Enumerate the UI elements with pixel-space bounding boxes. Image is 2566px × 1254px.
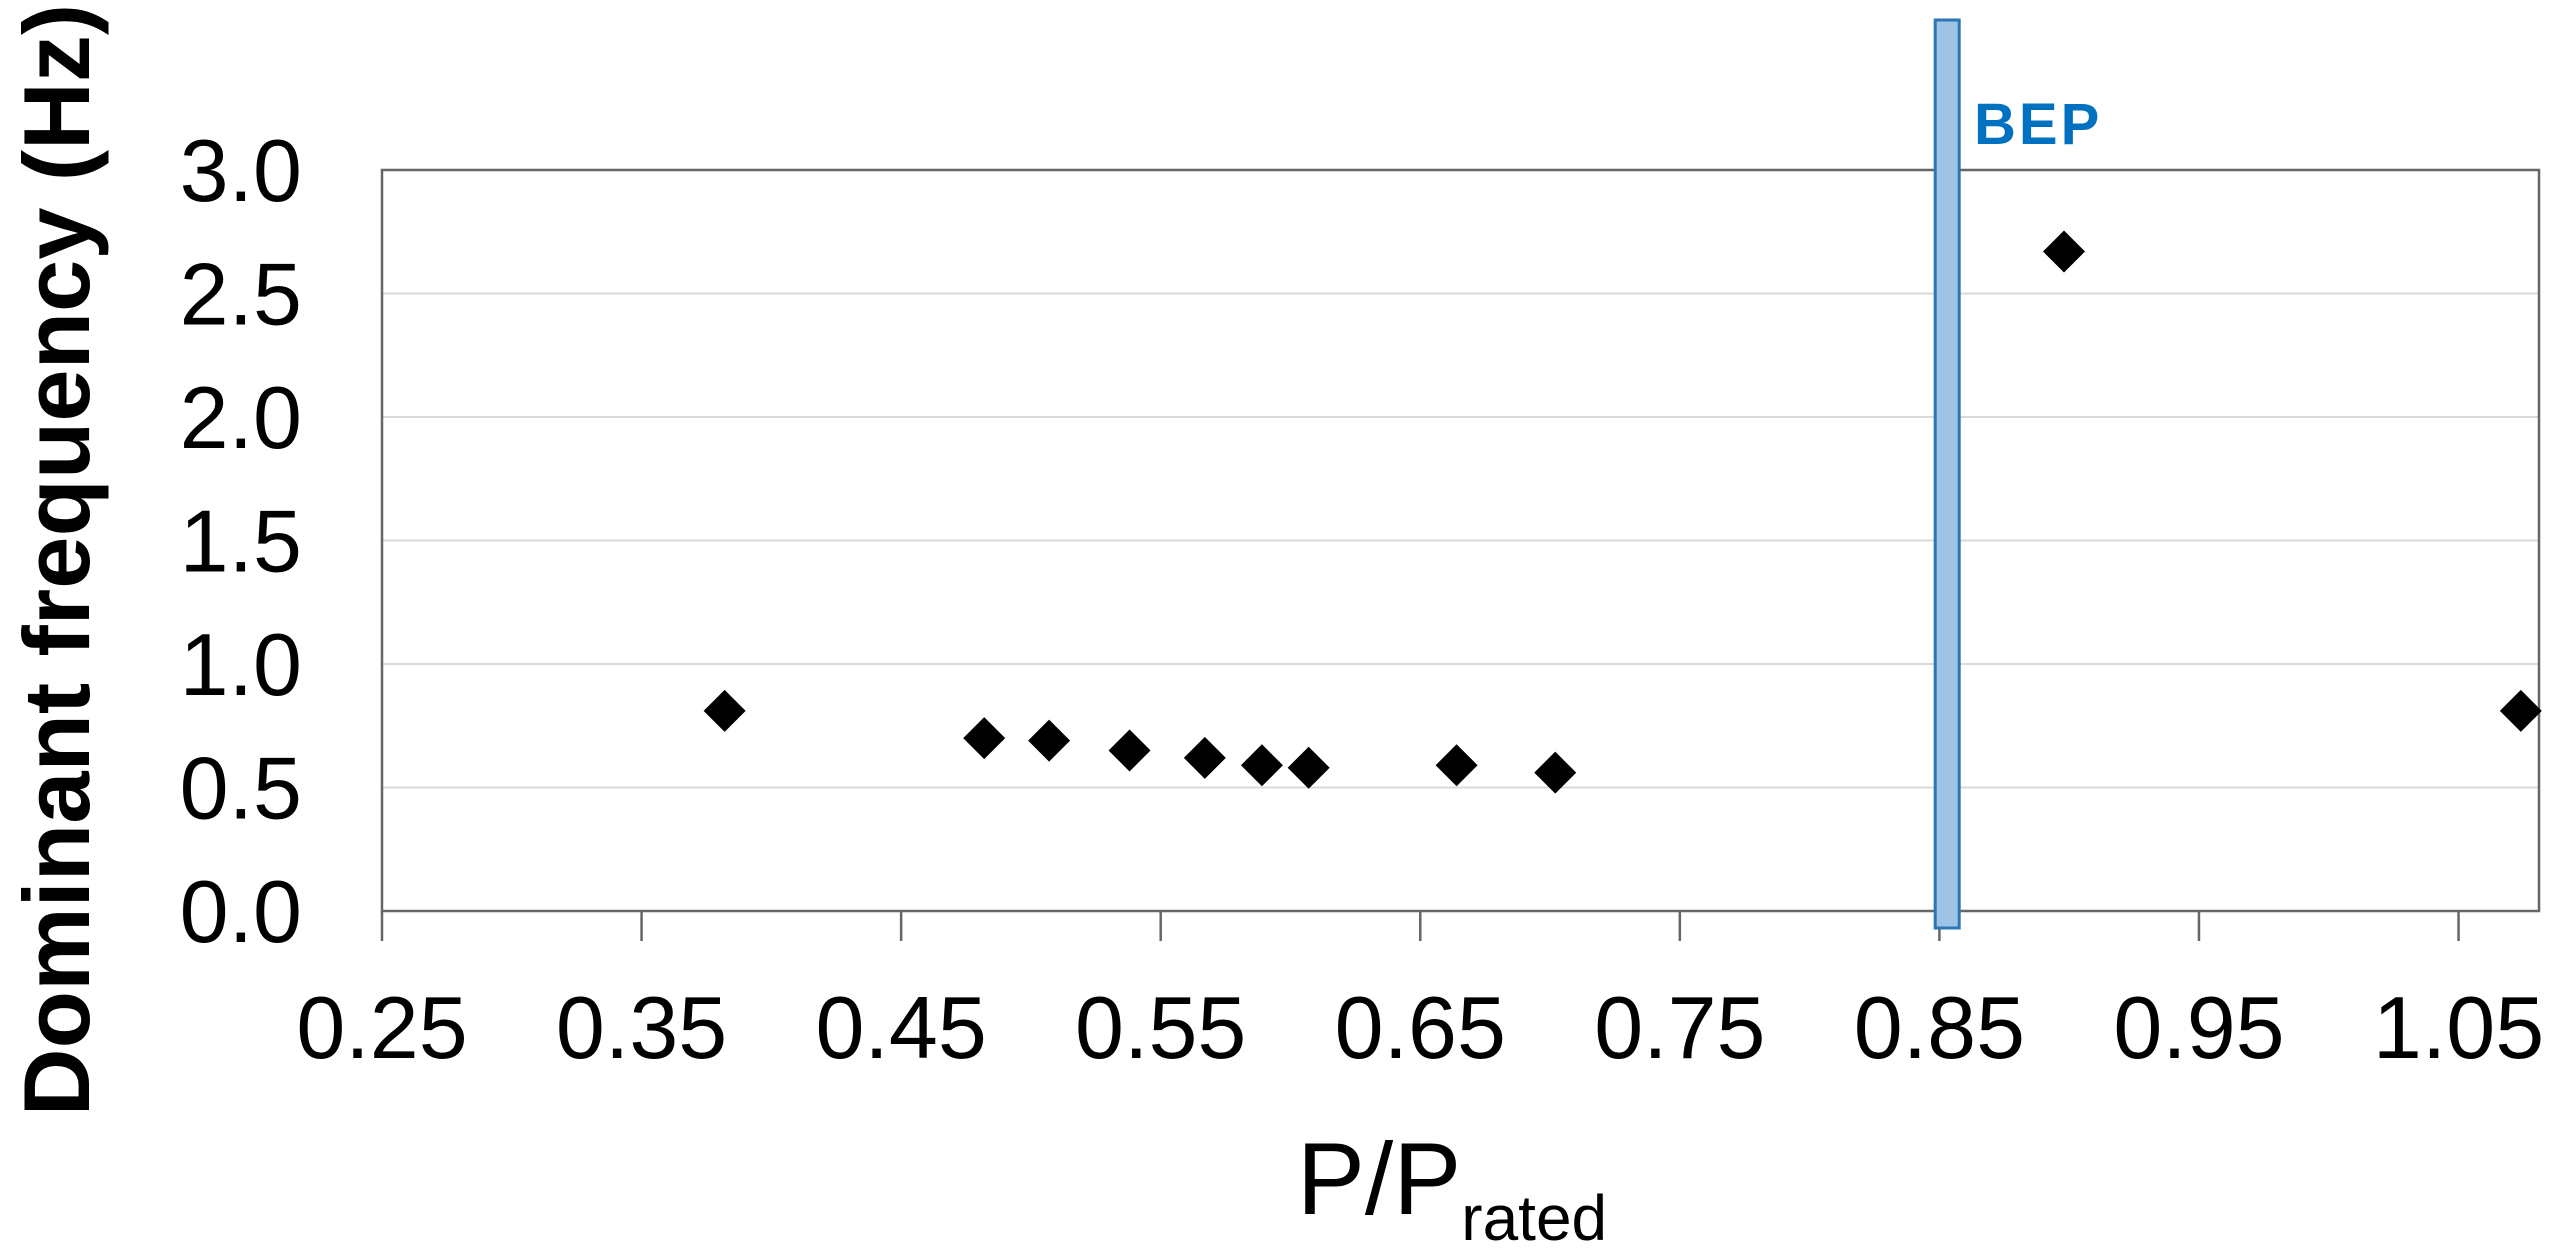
x-axis-title-subscript: rated bbox=[1461, 1182, 1608, 1254]
data-point-marker bbox=[2042, 230, 2085, 273]
plot-border bbox=[380, 168, 2541, 913]
x-tick-label: 0.25 bbox=[296, 978, 467, 1077]
y-tick-label: 0.5 bbox=[180, 739, 302, 838]
data-point-marker bbox=[1028, 719, 1071, 762]
x-tick-label: 0.75 bbox=[1594, 978, 1765, 1077]
x-axis-title-main: P/P bbox=[1296, 1122, 1462, 1236]
x-tick-label: 0.55 bbox=[1075, 978, 1246, 1077]
y-tick-label: 1.0 bbox=[180, 615, 302, 714]
bep-annotation-label: BEP bbox=[1974, 92, 2103, 157]
data-point-marker bbox=[1287, 746, 1330, 789]
data-point-marker bbox=[703, 689, 746, 732]
data-point-marker bbox=[963, 717, 1006, 760]
x-tick-label: 0.85 bbox=[1854, 978, 2025, 1077]
x-tick-label: 0.65 bbox=[1335, 978, 1506, 1077]
data-point-marker bbox=[1240, 744, 1283, 787]
data-point-marker bbox=[1435, 744, 1478, 787]
y-tick-label: 2.5 bbox=[180, 245, 302, 344]
data-point-marker bbox=[1183, 736, 1226, 779]
data-point-marker bbox=[2499, 689, 2542, 732]
data-point-marker bbox=[1108, 729, 1151, 772]
x-tick-label: 1.05 bbox=[2373, 978, 2544, 1077]
x-tick-label: 0.95 bbox=[2113, 978, 2284, 1077]
y-tick-label: 3.0 bbox=[180, 121, 302, 220]
data-point-marker bbox=[1534, 751, 1577, 794]
y-tick-label: 0.0 bbox=[180, 862, 302, 961]
x-axis-title: P/Prated bbox=[1297, 1128, 1607, 1250]
x-tick-label: 0.35 bbox=[556, 978, 727, 1077]
y-tick-label: 1.5 bbox=[180, 492, 302, 591]
bep-bar bbox=[1933, 18, 1961, 930]
y-tick-label: 2.0 bbox=[180, 368, 302, 467]
x-tick-label: 0.45 bbox=[815, 978, 986, 1077]
y-axis-title: Dominant frequency (Hz) bbox=[4, 3, 109, 1117]
